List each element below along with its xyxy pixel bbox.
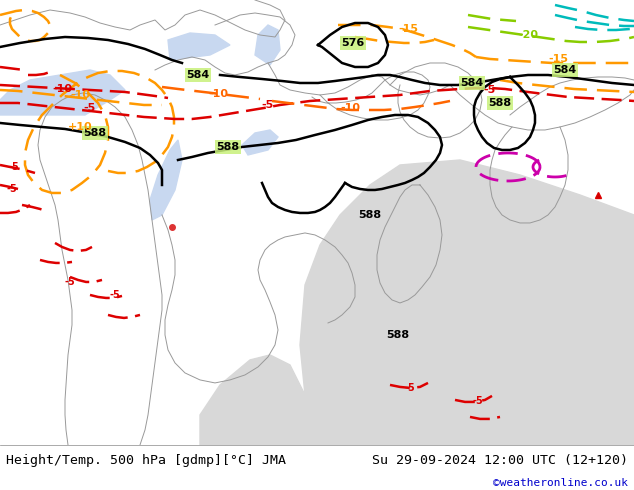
Text: 588: 588 (84, 128, 107, 138)
Text: 576: 576 (341, 38, 365, 48)
Text: -5: -5 (9, 162, 20, 172)
Text: ©weatheronline.co.uk: ©weatheronline.co.uk (493, 478, 628, 488)
Polygon shape (255, 25, 280, 65)
Polygon shape (242, 130, 278, 155)
Text: 588: 588 (387, 330, 410, 340)
Polygon shape (200, 355, 310, 445)
Text: -5: -5 (404, 383, 415, 393)
Text: -5: -5 (6, 184, 17, 194)
Text: 584: 584 (553, 65, 577, 75)
Text: -20: -20 (518, 30, 538, 40)
Text: -5: -5 (262, 100, 274, 110)
Text: 584: 584 (460, 78, 484, 88)
Polygon shape (168, 33, 230, 60)
Text: 588: 588 (358, 210, 382, 220)
Text: -5: -5 (484, 85, 496, 95)
Text: +10: +10 (68, 122, 93, 132)
Polygon shape (150, 140, 182, 220)
Text: Height/Temp. 500 hPa [gdmp][°C] JMA: Height/Temp. 500 hPa [gdmp][°C] JMA (6, 454, 287, 467)
Text: -5: -5 (84, 103, 96, 113)
Text: -5: -5 (472, 396, 483, 406)
Text: -15: -15 (548, 54, 568, 64)
Text: -5: -5 (110, 290, 120, 300)
Text: -15: -15 (398, 24, 418, 34)
Text: 588: 588 (216, 142, 240, 152)
Polygon shape (0, 70, 125, 115)
Text: 588: 588 (488, 98, 512, 108)
Text: -10: -10 (208, 89, 228, 99)
Text: -10: -10 (52, 84, 72, 94)
Polygon shape (300, 160, 634, 445)
Text: Su 29-09-2024 12:00 UTC (12+120): Su 29-09-2024 12:00 UTC (12+120) (372, 454, 628, 467)
Text: -5: -5 (65, 277, 75, 287)
Text: 584: 584 (186, 70, 210, 80)
Text: -10: -10 (340, 103, 360, 113)
Text: -10: -10 (70, 90, 90, 100)
